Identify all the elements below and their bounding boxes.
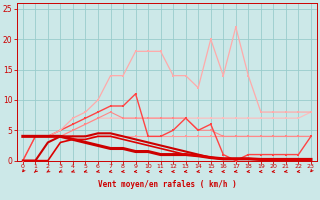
X-axis label: Vent moyen/en rafales ( km/h ): Vent moyen/en rafales ( km/h ) [98,180,236,189]
